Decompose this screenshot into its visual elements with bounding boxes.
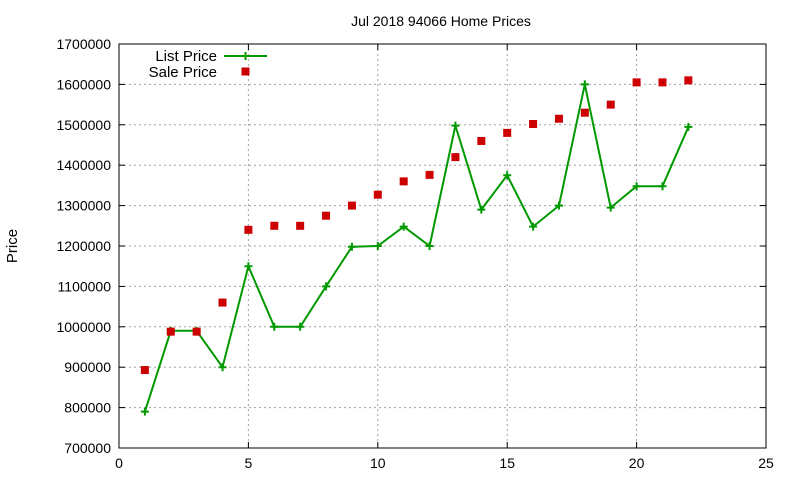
- list-price-point: [684, 122, 693, 131]
- list-price-point: [529, 222, 538, 231]
- y-tick-label: 1000000: [56, 319, 111, 335]
- y-tick-label: 1400000: [56, 157, 111, 173]
- sale-price-point: [192, 327, 201, 336]
- list-price-point: [373, 242, 382, 250]
- list-price-point: [296, 322, 305, 331]
- sale-price-point: [270, 221, 279, 230]
- list-price-point: [580, 80, 589, 89]
- sale-price-point: [503, 128, 512, 137]
- x-tick-label: 25: [758, 455, 774, 471]
- sale-price-point: [296, 221, 305, 230]
- y-tick-label: 1300000: [56, 198, 111, 214]
- sale-price-point: [684, 76, 693, 85]
- y-tick-label: 1700000: [56, 36, 111, 52]
- x-tick-label: 0: [115, 455, 123, 471]
- chart-title: Jul 2018 94066 Home Prices: [351, 13, 531, 29]
- y-tick-label: 700000: [64, 440, 111, 456]
- sale-price-point: [580, 108, 589, 117]
- series-list-price: [140, 80, 693, 416]
- list-price-line: [143, 84, 690, 412]
- sale-price-point: [632, 78, 641, 87]
- legend: List Price Sale Price: [149, 48, 267, 81]
- sale-price-point: [425, 170, 434, 179]
- list-price-point: [140, 407, 149, 416]
- list-price-point: [451, 121, 460, 130]
- sale-price-point: [322, 211, 331, 220]
- list-price-point: [658, 182, 667, 191]
- sale-price-point: [244, 225, 253, 234]
- y-tick-label: 1600000: [56, 76, 111, 92]
- sale-price-point: [529, 119, 538, 128]
- list-price-point: [270, 322, 279, 331]
- legend-label-list-price: List Price: [155, 48, 217, 65]
- plot-frame: [118, 43, 767, 449]
- x-tick-label: 10: [370, 455, 386, 471]
- list-price-point: [425, 242, 434, 250]
- sale-price-point: [140, 366, 149, 375]
- list-price-point: [244, 262, 253, 271]
- sale-price-point: [554, 114, 563, 123]
- sale-price-point: [658, 78, 667, 87]
- list-price-point: [477, 205, 486, 214]
- y-tick-label: 800000: [64, 400, 111, 416]
- x-tick-label: 15: [499, 455, 515, 471]
- x-tick-label: 5: [245, 455, 253, 471]
- list-price-point: [632, 182, 641, 191]
- sale-price-point: [166, 327, 175, 336]
- y-tick-label: 1100000: [58, 278, 112, 294]
- sale-price-point: [606, 100, 615, 109]
- legend-marker-sale-price: [241, 67, 250, 76]
- list-price-point: [399, 222, 408, 231]
- list-price-point: [503, 171, 512, 180]
- list-price-point: [322, 282, 331, 291]
- y-tick-label: 1200000: [56, 238, 111, 254]
- y-tick-label: 900000: [64, 359, 111, 375]
- sale-price-point: [451, 153, 460, 162]
- y-tick-label: 1500000: [56, 117, 111, 133]
- x-tick-labels: 0 5 10 15 20 25: [115, 455, 774, 471]
- y-axis-title: Price: [4, 229, 21, 263]
- list-price-point: [554, 201, 563, 210]
- sale-price-point: [373, 190, 382, 199]
- list-price-point: [347, 242, 356, 251]
- tick-marks: [118, 43, 767, 449]
- sale-price-point: [218, 298, 227, 307]
- legend-label-sale-price: Sale Price: [149, 64, 217, 81]
- grid-lines: [119, 44, 766, 448]
- legend-marker-list-price: [241, 52, 250, 60]
- list-price-point: [606, 203, 615, 212]
- list-price-point: [218, 363, 227, 372]
- sale-price-point: [477, 136, 486, 145]
- y-tick-labels: 700000 800000 900000 1000000 1100000 1200000 1…: [56, 36, 111, 456]
- sale-price-point: [347, 201, 356, 210]
- x-tick-label: 20: [629, 455, 645, 471]
- sale-price-point: [399, 177, 408, 186]
- series-sale-price: [140, 76, 693, 375]
